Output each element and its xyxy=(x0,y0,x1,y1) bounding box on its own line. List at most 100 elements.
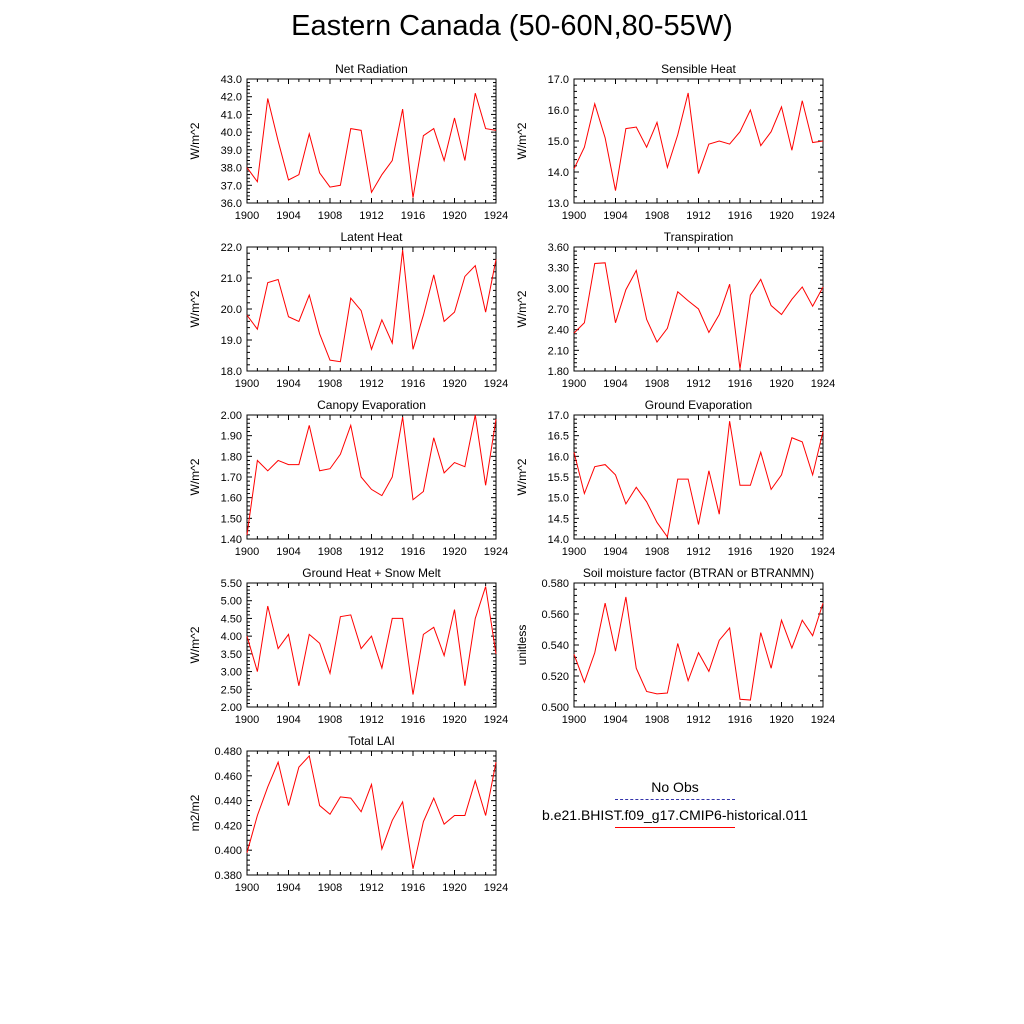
y-tick-label: 5.00 xyxy=(221,596,242,608)
x-tick-label: 1920 xyxy=(769,210,793,222)
series-line xyxy=(573,421,824,539)
chart-panel-8: 1900 1904 1908 1912 1916 1920 1924 0.500 0.520 0.… xyxy=(515,566,835,726)
y-axis-label: W/m^2 xyxy=(188,626,202,663)
y-tick-label: 1.80 xyxy=(548,366,569,378)
y-tick-label: 16.0 xyxy=(548,105,569,117)
y-tick-label: 15.0 xyxy=(548,136,569,148)
y-tick-label: 0.460 xyxy=(214,771,242,783)
x-tick-label: 1904 xyxy=(603,378,627,390)
x-tick-label: 1920 xyxy=(442,882,466,894)
legend: No Obs b.e21.BHIST.f09_g17.CMIP6-histori… xyxy=(520,778,830,834)
y-tick-label: 14.0 xyxy=(548,167,569,179)
y-axis-label: W/m^2 xyxy=(515,458,529,495)
y-tick-label: 2.70 xyxy=(548,304,569,316)
chart-panel-3: 1900 1904 1908 1912 1916 1920 1924 18.0 19.0 20.0… xyxy=(188,230,508,390)
y-tick-label: 0.440 xyxy=(214,796,242,808)
y-tick-label: 13.0 xyxy=(548,198,569,210)
y-tick-label: 42.0 xyxy=(221,92,242,104)
chart-panel-1: 1900 1904 1908 1912 1916 1920 1924 36.0 37.0 38.0… xyxy=(188,62,508,222)
x-tick-label: 1900 xyxy=(562,210,586,222)
x-tick-label: 1920 xyxy=(442,210,466,222)
y-tick-label: 36.0 xyxy=(221,198,242,210)
x-tick-label: 1920 xyxy=(442,378,466,390)
x-tick-label: 1908 xyxy=(318,210,342,222)
x-tick-label: 1904 xyxy=(276,378,300,390)
x-tick-label: 1912 xyxy=(686,546,710,558)
x-tick-label: 1904 xyxy=(276,546,300,558)
x-tick-label: 1908 xyxy=(318,714,342,726)
x-tick-label: 1924 xyxy=(811,714,835,726)
x-tick-label: 1900 xyxy=(562,378,586,390)
x-tick-label: 1924 xyxy=(484,210,508,222)
y-tick-label: 37.0 xyxy=(221,180,242,192)
panel-title: Transpiration xyxy=(664,230,734,244)
x-tick-label: 1900 xyxy=(235,546,259,558)
x-tick-label: 1912 xyxy=(359,546,383,558)
y-tick-label: 14.0 xyxy=(548,534,569,546)
y-tick-label: 0.420 xyxy=(214,820,242,832)
chart-panel-6: 1900 1904 1908 1912 1916 1920 1924 14.0 14.5 15.0… xyxy=(515,398,835,558)
series-line xyxy=(573,262,824,369)
chart-panel-5: 1900 1904 1908 1912 1916 1920 1924 1.40 1.50 1.60… xyxy=(188,398,508,558)
x-tick-label: 1924 xyxy=(484,882,508,894)
x-tick-label: 1904 xyxy=(276,882,300,894)
x-tick-label: 1924 xyxy=(811,210,835,222)
y-tick-label: 0.520 xyxy=(541,671,569,683)
y-tick-label: 0.500 xyxy=(541,702,569,714)
x-tick-label: 1912 xyxy=(686,210,710,222)
y-axis-label: W/m^2 xyxy=(188,458,202,495)
y-tick-label: 41.0 xyxy=(221,109,242,121)
plot-frame xyxy=(246,750,497,876)
chart-panel-2: 1900 1904 1908 1912 1916 1920 1924 13.0 14.0 15.0… xyxy=(515,62,835,222)
y-tick-label: 43.0 xyxy=(221,74,242,86)
y-tick-label: 5.50 xyxy=(221,578,242,590)
plot-frame xyxy=(246,414,497,540)
y-tick-label: 2.50 xyxy=(221,684,242,696)
x-tick-label: 1916 xyxy=(728,546,752,558)
x-tick-label: 1900 xyxy=(235,882,259,894)
y-tick-label: 3.00 xyxy=(548,283,569,295)
x-tick-label: 1912 xyxy=(686,378,710,390)
y-tick-label: 1.90 xyxy=(221,431,242,443)
x-tick-label: 1920 xyxy=(769,714,793,726)
series-line xyxy=(573,92,824,191)
y-tick-label: 19.0 xyxy=(221,335,242,347)
x-tick-label: 1900 xyxy=(562,714,586,726)
y-tick-label: 0.580 xyxy=(541,578,569,590)
x-tick-label: 1904 xyxy=(603,546,627,558)
plot-frame xyxy=(246,78,497,204)
legend-model-line xyxy=(615,827,735,828)
x-tick-label: 1912 xyxy=(359,882,383,894)
x-tick-label: 1920 xyxy=(769,546,793,558)
x-tick-label: 1920 xyxy=(442,714,466,726)
x-tick-label: 1908 xyxy=(318,882,342,894)
y-tick-label: 1.50 xyxy=(221,513,242,525)
y-axis-label: m2/m2 xyxy=(188,794,202,831)
chart-panel-7: 1900 1904 1908 1912 1916 1920 1924 2.00 2.50 3.00… xyxy=(188,566,508,726)
panel-title: Total LAI xyxy=(348,734,395,748)
x-tick-label: 1912 xyxy=(359,714,383,726)
y-tick-label: 16.5 xyxy=(548,431,569,443)
legend-obs-label: No Obs xyxy=(651,779,699,795)
panel-title: Net Radiation xyxy=(335,62,408,76)
y-tick-label: 1.70 xyxy=(221,472,242,484)
y-tick-label: 16.0 xyxy=(548,451,569,463)
y-tick-label: 2.10 xyxy=(548,345,569,357)
y-axis-label: unitless xyxy=(515,625,529,666)
series-line xyxy=(246,250,497,363)
y-axis-label: W/m^2 xyxy=(515,290,529,327)
x-tick-label: 1908 xyxy=(645,546,669,558)
x-tick-label: 1912 xyxy=(359,210,383,222)
y-tick-label: 40.0 xyxy=(221,127,242,139)
y-tick-label: 39.0 xyxy=(221,145,242,157)
y-tick-label: 15.0 xyxy=(548,493,569,505)
x-tick-label: 1904 xyxy=(276,210,300,222)
x-tick-label: 1924 xyxy=(811,546,835,558)
x-tick-label: 1904 xyxy=(603,210,627,222)
y-tick-label: 1.40 xyxy=(221,534,242,546)
chart-panel-9: 1900 1904 1908 1912 1916 1920 1924 0.380 0.400 0.… xyxy=(188,734,508,894)
x-tick-label: 1916 xyxy=(728,714,752,726)
panel-title: Canopy Evaporation xyxy=(317,398,426,412)
series-line xyxy=(573,596,824,701)
x-tick-label: 1924 xyxy=(484,546,508,558)
